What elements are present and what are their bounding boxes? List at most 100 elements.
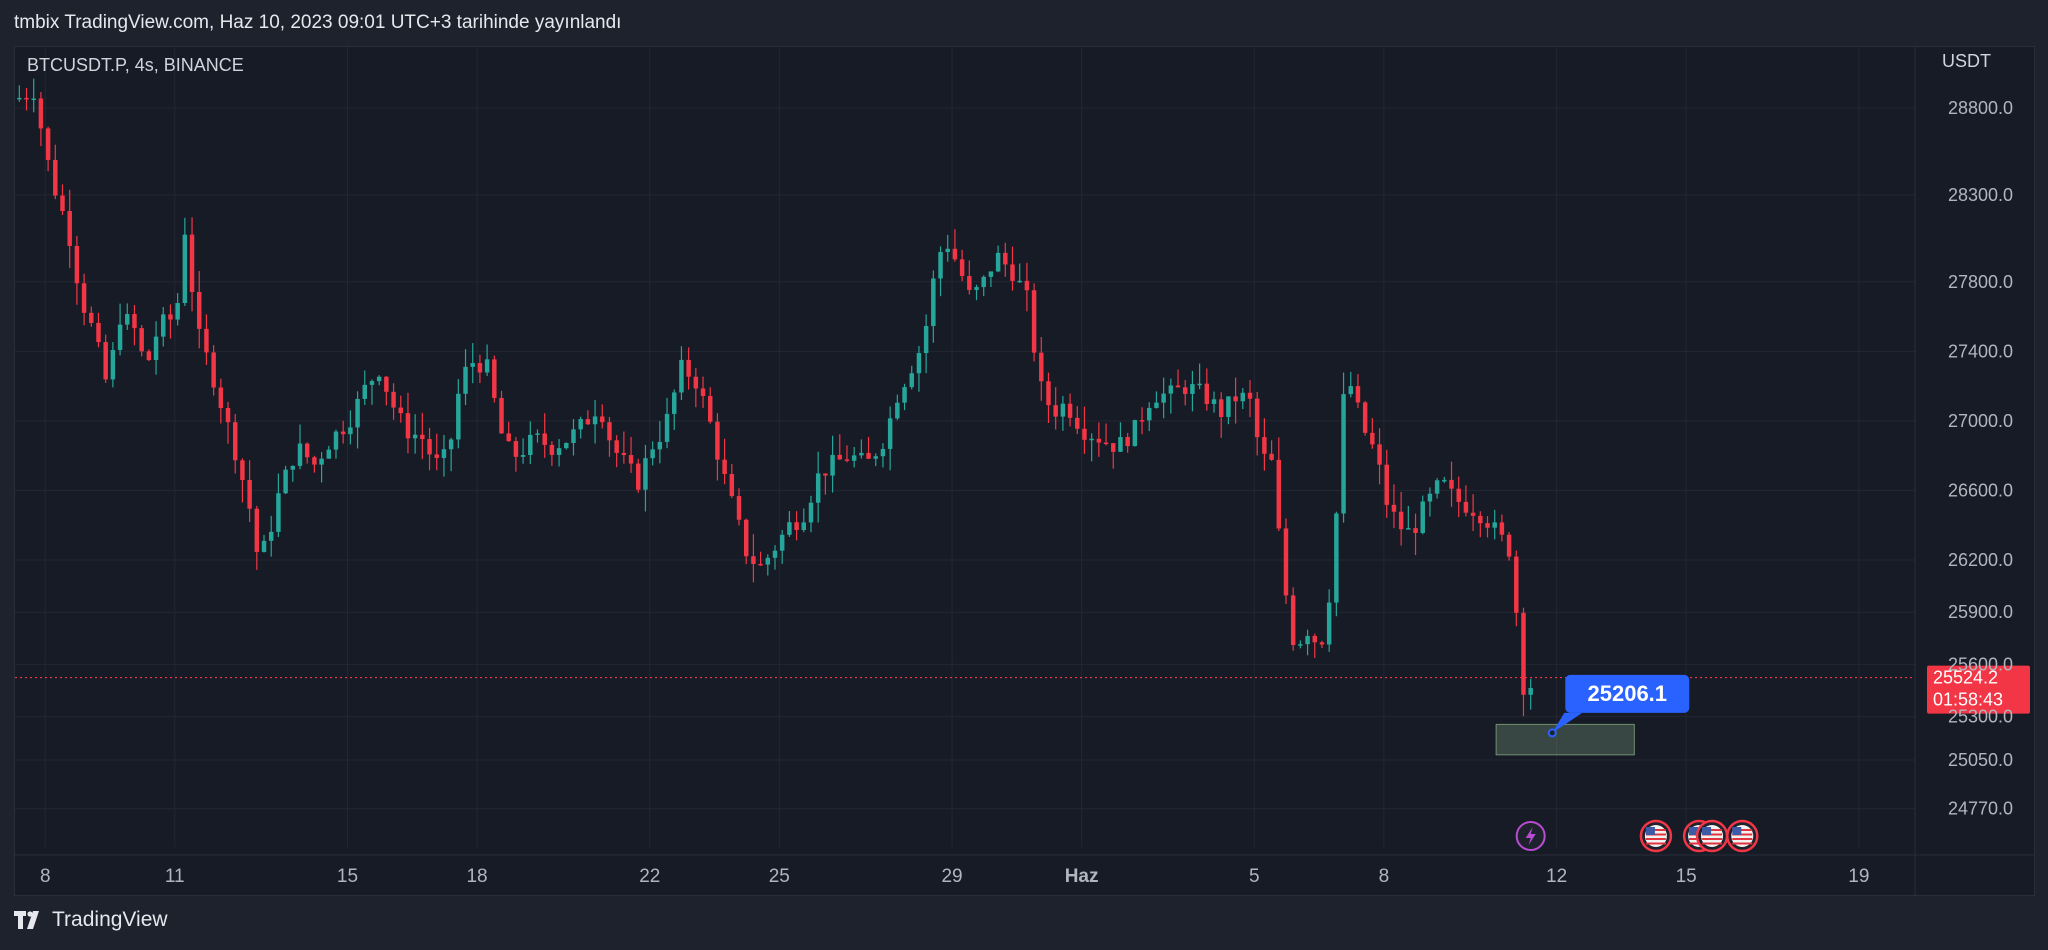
candle-body (1456, 488, 1461, 502)
candle-body (1190, 384, 1195, 394)
candle-body (549, 444, 555, 455)
candle-body (1132, 420, 1138, 447)
candle-body (1319, 642, 1325, 645)
callout-price-label: 25206.1 (1588, 681, 1668, 706)
candle-body (24, 97, 29, 100)
candle-body (1276, 459, 1282, 529)
candle-body (1024, 280, 1030, 291)
brand-name: TradingView (52, 908, 168, 931)
flag-stripe (1732, 838, 1753, 840)
candle-body (707, 395, 713, 422)
us-flag-event-icon (1726, 819, 1759, 853)
candle-body (1391, 504, 1397, 512)
candle-body (211, 352, 216, 388)
candle-body (1103, 442, 1109, 445)
candle-body (945, 248, 950, 253)
candle-body (81, 283, 87, 313)
candle-body (477, 363, 483, 373)
candle-body (45, 128, 51, 160)
candle-body (815, 473, 821, 503)
candle-body (628, 455, 634, 464)
flag-stripe (1732, 842, 1753, 845)
candle-body (31, 98, 36, 101)
candle-body (391, 391, 396, 408)
price-tick-label: 25300.0 (1948, 707, 2013, 727)
candle-body (1218, 399, 1224, 418)
tradingview-logo-icon (14, 911, 39, 929)
price-tick-label: 26600.0 (1948, 480, 2013, 500)
candle-body (304, 443, 310, 458)
candle-body (700, 388, 706, 396)
candle-body (895, 402, 900, 419)
candle-body (887, 418, 893, 449)
candle-body (1262, 437, 1267, 454)
candle-body (348, 427, 353, 435)
candle-body (571, 429, 576, 443)
candle-body (441, 449, 447, 458)
candle-body (1478, 515, 1483, 524)
candle-body (1118, 437, 1123, 452)
candle-body (1139, 420, 1145, 422)
last-price-value: 25524.2 (1933, 668, 1998, 688)
candle-body (916, 353, 922, 374)
price-tick-label: 27400.0 (1948, 341, 2013, 361)
tradingview-brand[interactable]: TradingView (14, 908, 168, 932)
candle-body (110, 349, 116, 380)
candle-body (67, 211, 72, 246)
candle-body (60, 195, 65, 212)
lightning-glyph (1525, 827, 1536, 845)
candle-body (103, 342, 108, 380)
candle-body (1341, 394, 1346, 514)
candle-body (1060, 403, 1066, 417)
time-tick-label: 15 (337, 866, 358, 887)
candle-body (247, 480, 252, 509)
candle-body (1326, 602, 1332, 645)
flag-stripe (1702, 842, 1723, 845)
candle-body (261, 540, 267, 552)
candle-body (1182, 387, 1188, 394)
last-price-badge-bg (1927, 665, 2030, 714)
candle-body (520, 455, 526, 457)
price-chart[interactable]: 25524.201:58:43 25206.1 24770.0 25050.0 253… (15, 47, 2034, 895)
candle-body (1420, 501, 1425, 533)
time-tick-label: 25 (769, 866, 790, 887)
candle-body (197, 291, 202, 329)
candle-series (17, 78, 1533, 717)
candle-body (592, 416, 598, 425)
candle-body (1370, 432, 1375, 445)
time-tick-label: 15 (1676, 866, 1697, 887)
candle-body (866, 452, 871, 459)
candle-body (434, 454, 439, 458)
publish-text: tmbix TradingView.com, Haz 10, 2023 09:0… (14, 12, 622, 33)
candle-body (1168, 385, 1174, 394)
candle-body (851, 455, 857, 461)
candle-body (1470, 512, 1476, 516)
candle-body (1003, 252, 1008, 265)
candle-body (1427, 493, 1433, 502)
flag-canton (1732, 827, 1742, 835)
candle-body (405, 413, 411, 439)
chart-panel[interactable]: 25524.2 01:58:43 25206.1 24770.0 25050.0 253… (14, 46, 2035, 896)
flag-stripe (1702, 838, 1723, 840)
candle-body (384, 376, 389, 392)
currency-label: USDT (1942, 51, 1991, 71)
candle-body (621, 452, 627, 456)
candle-body (1067, 403, 1073, 418)
candle-body (117, 324, 123, 350)
time-tick-label: 5 (1249, 866, 1260, 887)
candle-body (340, 431, 346, 435)
candle-body (168, 314, 173, 320)
candle-body (268, 531, 274, 541)
candle-body (1211, 399, 1217, 404)
candle-body (664, 413, 670, 442)
candle-body (650, 449, 655, 459)
candle-body (398, 407, 403, 414)
price-tick-label: 28800.0 (1948, 98, 2013, 118)
callout-anchor-dot (1547, 728, 1557, 738)
candle-body (53, 159, 58, 196)
callout-pointer (1552, 712, 1583, 733)
candle-body (189, 234, 195, 292)
candle-body (751, 556, 756, 564)
candle-body (1096, 438, 1102, 443)
candle-body (1053, 405, 1058, 417)
